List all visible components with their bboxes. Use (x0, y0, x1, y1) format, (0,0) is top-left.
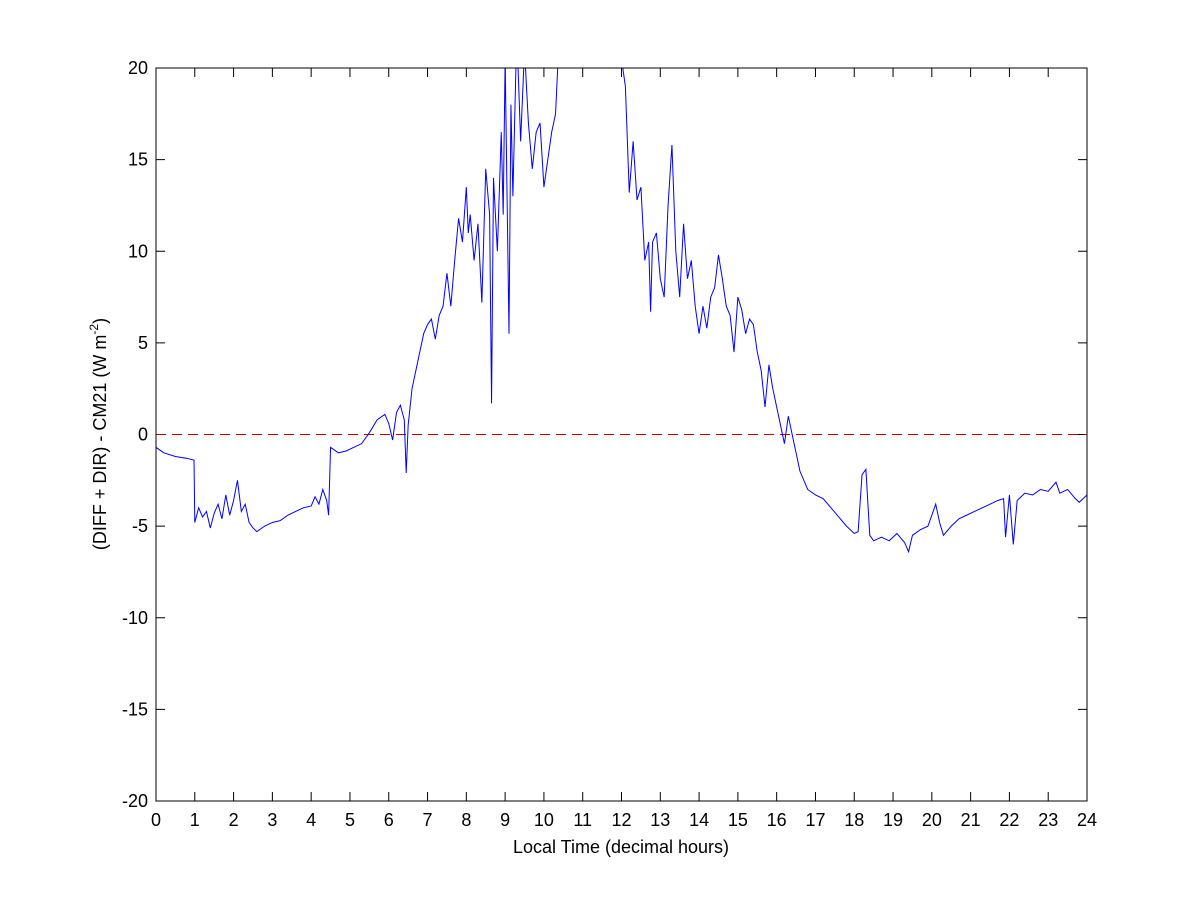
y-tick-label: 0 (138, 425, 148, 445)
x-tick-label: 9 (500, 810, 510, 830)
x-tick-label: 24 (1077, 810, 1097, 830)
x-tick-label: 13 (650, 810, 670, 830)
x-tick-label: 21 (961, 810, 981, 830)
axes-box (155, 67, 1088, 802)
y-label-sup: -2 (87, 324, 101, 335)
x-tick-label: 15 (728, 810, 748, 830)
x-tick-label: 4 (306, 810, 316, 830)
x-tick-label: 1 (190, 810, 200, 830)
y-tick-label: -15 (122, 699, 148, 719)
y-tick-label: 10 (128, 241, 148, 261)
y-tick-label: 5 (138, 333, 148, 353)
y-tick-label: 20 (128, 58, 148, 78)
x-tick-label: 7 (423, 810, 433, 830)
x-axis-label: Local Time (decimal hours) (513, 837, 729, 857)
x-tick-label: 22 (999, 810, 1019, 830)
x-tick-label: 19 (883, 810, 903, 830)
y-label-end: ) (90, 318, 110, 324)
y-tick-label: -10 (122, 608, 148, 628)
x-tick-label: 14 (689, 810, 709, 830)
x-tick-label: 16 (767, 810, 787, 830)
x-tick-label: 23 (1038, 810, 1058, 830)
x-tick-label: 12 (611, 810, 631, 830)
x-tick-label: 5 (345, 810, 355, 830)
x-tick-label: 17 (805, 810, 825, 830)
x-tick-label: 0 (151, 810, 161, 830)
y-axis-label: (DIFF + DIR) - CM21 (W m-2) (87, 318, 110, 550)
y-tick-label: 15 (128, 150, 148, 170)
y-tick-label: -20 (122, 791, 148, 811)
y-tick-label: -5 (132, 516, 148, 536)
x-tick-label: 2 (229, 810, 239, 830)
x-tick-label: 10 (534, 810, 554, 830)
x-tick-label: 3 (267, 810, 277, 830)
y-label-text: (DIFF + DIR) - CM21 (W m (90, 335, 110, 550)
x-tick-label: 11 (573, 810, 592, 830)
data-line (156, 68, 1087, 554)
x-tick-label: 8 (461, 810, 471, 830)
x-tick-label: 20 (922, 810, 942, 830)
x-tick-label: 6 (384, 810, 394, 830)
x-tick-label: 18 (844, 810, 864, 830)
